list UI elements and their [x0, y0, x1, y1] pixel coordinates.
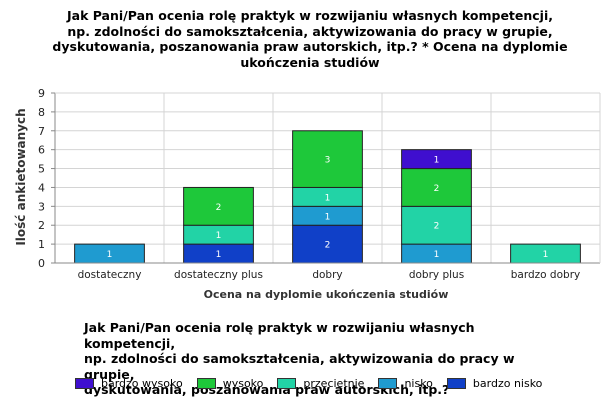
data-label: 1	[216, 231, 222, 241]
legend-label: bardzo nisko	[472, 376, 543, 390]
bar-segment	[292, 130, 363, 188]
y-tick-label: 9	[38, 87, 45, 100]
x-tick-label: dostateczny plus	[174, 269, 263, 281]
bar-stacks: 1 1 1 2 2 1 1 3 1 2 2 1 1	[74, 130, 581, 264]
legend-item: bardzo wysoko	[75, 377, 189, 390]
data-label: 2	[434, 222, 440, 232]
data-label: 2	[434, 184, 440, 194]
y-tick-label: 5	[38, 163, 45, 176]
data-label: 1	[434, 156, 440, 166]
x-tick-label: dobry plus	[409, 269, 464, 281]
data-label: 1	[325, 193, 331, 203]
bar-segment	[401, 149, 472, 170]
legend-label: wysoko	[222, 376, 264, 390]
y-tick-label: 1	[38, 238, 45, 251]
x-tick-labels: dostateczny dostateczny plus dobry dobry pl…	[78, 269, 581, 281]
bar-segment	[183, 186, 254, 226]
data-label: 1	[543, 250, 549, 260]
legend-item: nisko	[378, 377, 438, 390]
data-label: 1	[216, 250, 222, 260]
data-label: 1	[325, 212, 331, 222]
x-tick-label: dobry	[312, 269, 342, 281]
y-axis-label: Ilość ankietowanych	[14, 108, 28, 245]
data-label: 2	[325, 241, 331, 251]
x-tick-label: dostateczny	[78, 269, 142, 281]
legend-swatch	[196, 377, 216, 389]
y-tick-label: 6	[38, 144, 45, 157]
data-label: 2	[216, 203, 222, 213]
bar-segment	[292, 224, 363, 264]
bar-segment	[401, 205, 472, 245]
bar-segment	[401, 168, 472, 207]
y-tick-label: 0	[38, 257, 45, 270]
legend-item: przeciętnie	[277, 377, 370, 390]
y-tick-label: 3	[38, 200, 45, 213]
chart-title: Jak Pani/Pan ocenia rolę praktyk w rozwi…	[52, 8, 568, 70]
data-label: 1	[107, 250, 113, 260]
y-tick-labels: 0 1 2 3 4 5 6 7 8 9	[38, 87, 55, 270]
legend-swatch	[446, 377, 466, 389]
legend-label: nisko	[404, 376, 433, 390]
legend-title: Jak Pani/Pan ocenia rolę praktyk w rozwi…	[84, 320, 515, 397]
legend-label: bardzo wysoko	[101, 376, 183, 390]
legend-swatch	[277, 377, 297, 389]
x-axis-label: Ocena na dyplomie ukończenia studiów	[204, 288, 449, 301]
data-label: 3	[325, 156, 331, 166]
axes	[54, 92, 601, 264]
x-tick-label: bardzo dobry	[511, 269, 580, 281]
y-tick-label: 8	[38, 106, 45, 119]
legend: bardzo wysoko wysoko przeciętnie nisko bardz…	[75, 375, 548, 391]
data-label: 1	[434, 250, 440, 260]
legend-label: przeciętnie	[303, 376, 365, 390]
legend-swatch	[378, 377, 398, 389]
y-tick-label: 7	[38, 125, 45, 138]
y-tick-label: 2	[38, 219, 45, 232]
legend-item: bardzo nisko	[446, 376, 549, 390]
legend-item: wysoko	[196, 376, 270, 390]
legend-swatch	[75, 377, 94, 389]
y-tick-label: 4	[38, 181, 45, 194]
